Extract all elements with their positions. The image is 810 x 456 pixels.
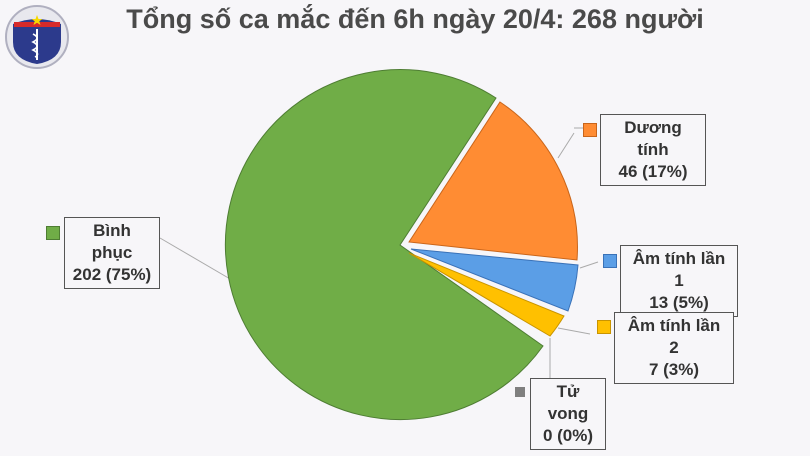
label-negative2-value: 7 (3%) xyxy=(648,360,700,379)
pie-slice-recovered xyxy=(224,69,544,421)
label-negative1: Âm tính lần 1 13 (5%) xyxy=(620,245,738,317)
leader-line-recovered xyxy=(159,237,238,284)
legend-swatch-recovered xyxy=(46,226,60,240)
label-recovered-value: 202 (75%) xyxy=(72,265,152,284)
ministry-of-health-logo xyxy=(4,2,70,72)
page-title: Tổng số ca mắc đến 6h ngày 20/4: 268 ngư… xyxy=(126,4,704,34)
legend-swatch-deaths xyxy=(515,387,525,397)
leader-line-negative1 xyxy=(579,261,599,269)
label-deaths: Tử vong 0 (0%) xyxy=(530,378,606,450)
label-negative1-name: Âm tính lần 1 xyxy=(632,249,726,290)
leader-line-negative2 xyxy=(557,327,591,335)
label-negative2: Âm tính lần 2 7 (3%) xyxy=(614,312,734,384)
legend-swatch-negative1 xyxy=(603,254,617,268)
pie-slice-positive xyxy=(408,101,578,261)
label-negative2-name: Âm tính lần 2 xyxy=(627,316,721,357)
caduceus-icon xyxy=(5,5,69,69)
label-negative1-value: 13 (5%) xyxy=(649,293,709,312)
label-recovered-name: Bình phục xyxy=(91,221,133,262)
pie-slice-negative1 xyxy=(410,248,579,312)
label-deaths-name: Tử vong xyxy=(547,382,589,423)
pie-slice-negative2 xyxy=(408,252,565,337)
label-positive-value: 46 (17%) xyxy=(618,162,688,181)
leader-line-positive xyxy=(557,132,575,159)
legend-swatch-negative2 xyxy=(597,320,611,334)
label-recovered: Bình phục 202 (75%) xyxy=(64,217,160,289)
label-positive: Dương tính 46 (17%) xyxy=(600,114,706,186)
label-positive-name: Dương tính xyxy=(624,118,682,159)
label-deaths-value: 0 (0%) xyxy=(542,426,594,445)
legend-swatch-positive xyxy=(583,123,597,137)
